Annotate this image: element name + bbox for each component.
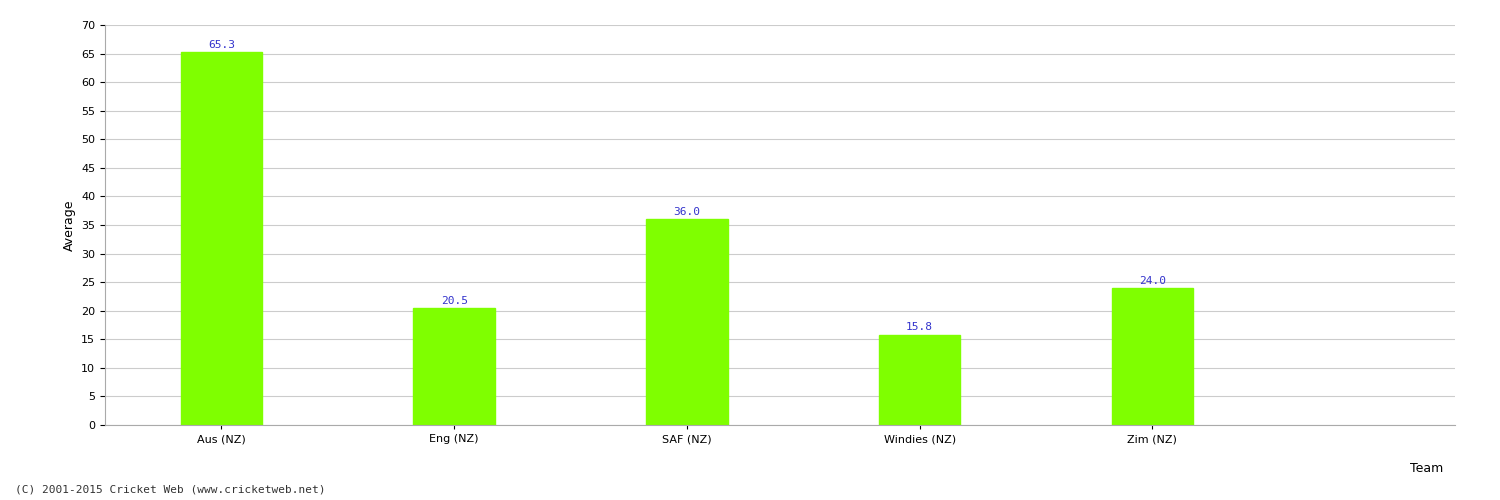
Text: 24.0: 24.0 [1138,276,1166,285]
Text: 15.8: 15.8 [906,322,933,332]
Text: 65.3: 65.3 [209,40,236,50]
Text: 20.5: 20.5 [441,296,468,306]
Text: Team: Team [1410,462,1443,475]
Text: (C) 2001-2015 Cricket Web (www.cricketweb.net): (C) 2001-2015 Cricket Web (www.cricketwe… [15,485,326,495]
Bar [646,220,728,425]
Bar [414,308,495,425]
Bar [1112,288,1192,425]
Text: 36.0: 36.0 [674,207,700,217]
Bar [180,52,262,425]
Bar [879,334,960,425]
Y-axis label: Average: Average [63,199,75,251]
